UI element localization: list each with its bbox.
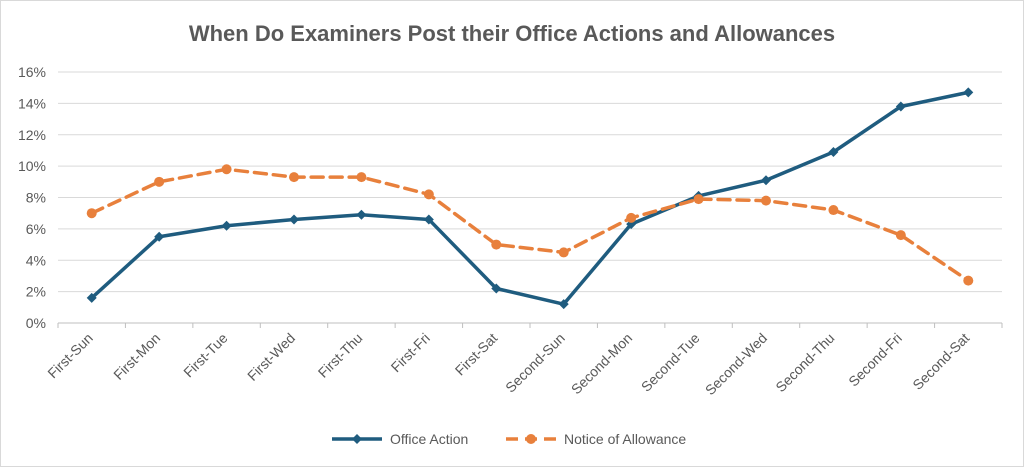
data-point <box>154 176 165 187</box>
data-point <box>86 208 97 219</box>
x-tick-label: Second-Fri <box>845 330 905 390</box>
data-point <box>154 231 165 242</box>
x-tick-label: First-Tue <box>180 330 231 381</box>
gridlines <box>58 71 1002 324</box>
series-notice-of-allowance <box>86 164 974 286</box>
data-point <box>558 299 569 310</box>
x-tick-label: First-Fri <box>388 330 433 375</box>
data-point <box>828 147 839 158</box>
data-point <box>626 212 637 223</box>
y-tick-label: 16% <box>18 64 46 80</box>
data-point <box>221 164 232 175</box>
data-point <box>289 214 299 225</box>
data-point <box>221 220 232 231</box>
x-tick-label: Second-Tue <box>638 330 703 395</box>
y-tick-label: 14% <box>18 95 46 111</box>
y-tick-label: 4% <box>26 252 46 268</box>
data-point <box>289 172 299 183</box>
y-tick-label: 12% <box>18 127 46 143</box>
data-point <box>356 209 367 220</box>
x-tick-label: First-Sat <box>452 330 501 379</box>
data-point <box>423 189 434 200</box>
x-tick-label: Second-Sat <box>909 330 972 393</box>
legend-item: Office Action <box>332 431 468 447</box>
x-tick-label: First-Wed <box>244 330 298 384</box>
data-point <box>526 434 536 444</box>
series-office-action <box>86 87 974 310</box>
data-point <box>352 434 362 444</box>
data-point <box>491 239 502 250</box>
series-line <box>89 167 971 283</box>
data-point <box>963 275 974 286</box>
data-point <box>558 247 569 258</box>
x-tick-label: First-Mon <box>110 330 163 383</box>
x-axis-ticks: First-Sun First-Mon First-Tue First-Wed Firs… <box>44 323 1003 398</box>
data-point <box>491 283 502 294</box>
y-tick-label: 8% <box>26 190 46 206</box>
y-tick-label: 0% <box>26 315 46 331</box>
y-tick-label: 2% <box>26 284 46 300</box>
chart-title: When Do Examiners Post their Office Acti… <box>189 21 835 46</box>
data-point <box>963 87 974 98</box>
series-lines <box>86 87 974 310</box>
x-tick-label: First-Thu <box>315 330 366 381</box>
y-tick-label: 6% <box>26 221 46 237</box>
x-tick-label: Second-Mon <box>568 330 635 397</box>
y-axis-ticks: 0% 2% 4% 6% 8% 10% 12% 14% 16% <box>18 64 46 331</box>
x-tick-label: Second-Sun <box>502 330 568 396</box>
legend: Office Action Notice of Allowance <box>332 431 686 447</box>
legend-label: Notice of Allowance <box>564 431 686 447</box>
legend-label: Office Action <box>390 431 468 447</box>
y-tick-label: 10% <box>18 158 46 174</box>
data-point <box>895 230 906 241</box>
data-point <box>828 205 839 216</box>
data-point <box>693 194 704 205</box>
data-point <box>761 195 771 206</box>
x-tick-label: First-Sun <box>44 330 95 381</box>
data-point <box>423 214 434 225</box>
data-point <box>761 175 771 186</box>
data-point <box>86 292 97 303</box>
x-tick-label: Second-Wed <box>702 330 770 398</box>
series-line <box>89 90 971 306</box>
legend-item: Notice of Allowance <box>506 431 686 447</box>
data-point <box>356 172 367 183</box>
data-point <box>895 101 906 112</box>
x-tick-label: Second-Thu <box>772 330 837 395</box>
